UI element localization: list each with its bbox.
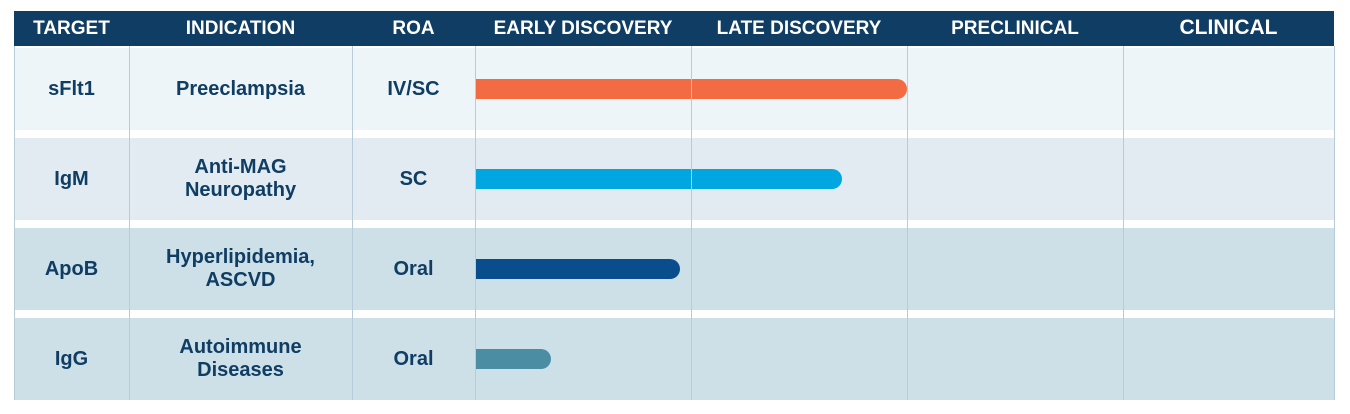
target-cell-line: IgM (54, 167, 89, 190)
column-divider (1334, 46, 1335, 400)
column-header-late-discovery: LATE DISCOVERY (716, 18, 882, 39)
roa-cell: IV/SC (352, 48, 475, 130)
indication-cell: Anti-MAG Neuropathy (129, 138, 352, 220)
indication-cell-line: ASCVD (205, 269, 276, 291)
indication-cell: Autoimmune Diseases (129, 318, 352, 400)
target-cell-line: sFlt1 (48, 77, 95, 100)
target-cell-line: ApoB (44, 257, 99, 280)
pipeline-row-apob: ApoB Hyperlipidemia, ASCVD Oral (14, 228, 1334, 310)
indication-cell: Hyperlipidemia, ASCVD (129, 228, 352, 310)
roa-cell-line: Oral (393, 257, 434, 280)
roa-cell-line: IV/SC (387, 77, 440, 100)
target-cell: IgG (14, 318, 129, 400)
progress-bar-apob (475, 259, 680, 279)
target-cell: IgM (14, 138, 129, 220)
roa-cell-line: Oral (393, 347, 434, 370)
indication-cell-line: Hyperlipidemia, (166, 246, 315, 268)
progress-bar-igm (475, 169, 842, 189)
indication-cell-line: Neuropathy (184, 179, 297, 201)
pipeline-row-sflt1: sFlt1 Preeclampsia IV/SC (14, 48, 1334, 130)
column-divider (1123, 46, 1124, 400)
indication-cell-line: Diseases (197, 359, 284, 381)
column-header-roa: ROA (392, 18, 435, 39)
column-header-clinical: CLINICAL (1179, 16, 1278, 39)
column-divider (691, 46, 692, 400)
column-divider (907, 46, 908, 400)
column-header-target: TARGET (33, 18, 110, 39)
target-cell: sFlt1 (14, 48, 129, 130)
pipeline-row-igm: IgM Anti-MAG Neuropathy SC (14, 138, 1334, 220)
roa-cell: Oral (352, 228, 475, 310)
target-cell: ApoB (14, 228, 129, 310)
table-left-border (14, 46, 15, 400)
indication-cell: Preeclampsia (129, 48, 352, 130)
column-header-preclinical: PRECLINICAL (951, 18, 1079, 39)
column-divider (475, 46, 476, 400)
progress-bar-igg (475, 349, 551, 369)
pipeline-header: TARGET INDICATION ROA EARLY DISCOVERY LATE D… (14, 11, 1334, 46)
column-header-early-discovery: EARLY DISCOVERY (493, 18, 673, 39)
pipeline-chart: TARGET INDICATION ROA EARLY DISCOVERY LATE D… (14, 11, 1335, 403)
indication-cell-line: Autoimmune (179, 336, 302, 358)
target-cell-line: IgG (54, 347, 89, 370)
column-divider (352, 46, 353, 400)
roa-cell: Oral (352, 318, 475, 400)
indication-cell-line: Preeclampsia (176, 77, 305, 100)
column-divider (129, 46, 130, 400)
indication-cell-line: Anti-MAG (194, 156, 287, 178)
roa-cell-line: SC (399, 167, 428, 190)
column-header-indication: INDICATION (185, 18, 296, 39)
roa-cell: SC (352, 138, 475, 220)
pipeline-row-igg: IgG Autoimmune Diseases Oral (14, 318, 1334, 400)
